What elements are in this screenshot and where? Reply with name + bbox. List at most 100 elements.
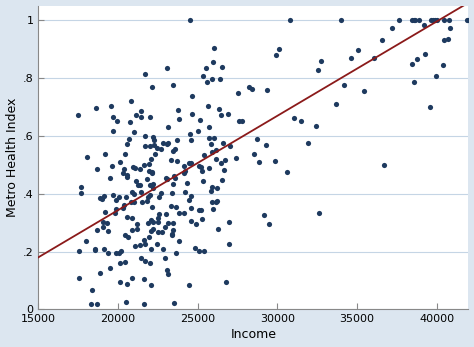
Point — [212, 199, 220, 205]
Point — [429, 17, 437, 23]
Point — [150, 143, 158, 148]
Point — [218, 112, 225, 118]
Point — [290, 115, 298, 121]
Point — [185, 197, 192, 203]
Point — [214, 226, 222, 232]
Point — [118, 248, 125, 253]
Point — [164, 220, 172, 226]
Point — [145, 235, 152, 240]
Point — [146, 161, 153, 167]
Point — [204, 103, 212, 109]
Point — [172, 251, 179, 256]
Point — [169, 220, 177, 226]
Point — [149, 134, 157, 140]
Point — [416, 17, 423, 23]
Point — [200, 248, 208, 253]
Point — [192, 221, 200, 227]
Point — [119, 205, 127, 211]
Point — [172, 205, 180, 210]
Point — [250, 151, 257, 156]
Point — [146, 182, 154, 187]
Point — [221, 157, 229, 163]
Point — [135, 182, 142, 187]
Point — [210, 46, 218, 51]
Point — [173, 158, 181, 164]
Point — [245, 84, 253, 90]
Point — [188, 111, 195, 117]
Point — [271, 159, 278, 164]
Point — [388, 25, 395, 31]
Point — [263, 142, 270, 148]
Point — [162, 225, 169, 230]
Point — [104, 251, 112, 256]
Point — [378, 37, 386, 43]
Point — [210, 59, 217, 65]
Point — [213, 198, 221, 204]
Point — [168, 191, 176, 196]
Y-axis label: Metro Health Index: Metro Health Index — [6, 98, 18, 217]
Point — [185, 160, 192, 166]
Point — [140, 237, 148, 243]
Point — [164, 124, 172, 130]
Point — [408, 61, 416, 67]
Point — [126, 136, 133, 141]
Point — [463, 17, 470, 23]
Point — [153, 241, 161, 247]
Point — [175, 238, 183, 244]
Point — [208, 188, 215, 193]
Point — [131, 244, 139, 249]
Point — [198, 217, 206, 222]
Point — [109, 114, 117, 119]
Point — [354, 47, 362, 53]
Point — [238, 118, 246, 124]
Point — [253, 136, 261, 142]
Point — [195, 163, 203, 169]
Point — [248, 86, 256, 92]
Point — [121, 151, 129, 156]
Point — [137, 114, 145, 120]
Point — [136, 182, 143, 188]
Point — [171, 301, 178, 306]
Point — [232, 155, 240, 161]
Point — [148, 204, 155, 210]
Point — [172, 146, 179, 151]
Point — [155, 194, 163, 200]
Point — [157, 147, 164, 152]
Point — [260, 213, 268, 218]
Point — [187, 206, 195, 211]
Point — [170, 174, 178, 179]
Point — [198, 168, 206, 174]
Point — [360, 88, 368, 94]
Point — [337, 17, 345, 23]
Point — [445, 17, 453, 23]
Point — [286, 17, 294, 23]
Point — [185, 282, 193, 288]
Point — [147, 217, 155, 222]
Point — [149, 219, 157, 225]
Point — [432, 73, 440, 78]
Point — [131, 199, 138, 204]
Point — [101, 151, 109, 157]
Point — [91, 247, 99, 252]
Point — [146, 143, 154, 149]
Point — [155, 212, 162, 217]
Point — [122, 194, 130, 200]
Point — [99, 220, 107, 225]
Point — [155, 215, 162, 221]
Point — [128, 275, 136, 281]
Point — [128, 227, 136, 232]
Point — [93, 105, 100, 111]
Point — [341, 82, 348, 87]
Point — [103, 220, 110, 226]
Point — [144, 195, 152, 200]
Point — [315, 210, 323, 215]
Point — [163, 142, 171, 147]
Point — [140, 277, 147, 282]
Point — [138, 200, 146, 205]
Point — [175, 116, 182, 122]
Point — [153, 145, 161, 150]
Point — [121, 232, 129, 237]
Point — [208, 77, 216, 82]
Point — [191, 245, 199, 251]
Point — [131, 165, 138, 170]
